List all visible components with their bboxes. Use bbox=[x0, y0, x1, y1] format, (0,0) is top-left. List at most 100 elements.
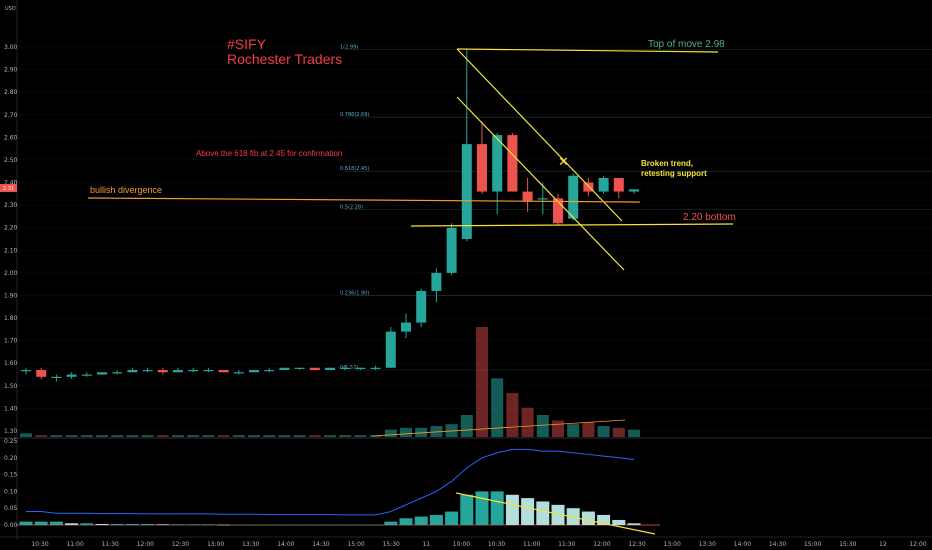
price-tick-label: 2.00 bbox=[4, 270, 18, 277]
time-tick-label: 15:30 bbox=[839, 541, 856, 548]
candle-body bbox=[583, 182, 594, 192]
osc-histogram-bar bbox=[125, 523, 139, 525]
price-tick-label: 1.30 bbox=[4, 428, 18, 435]
candle-body bbox=[401, 322, 411, 332]
volume-bar bbox=[278, 435, 291, 437]
candle-body bbox=[309, 367, 320, 371]
gridlines bbox=[17, 46, 932, 432]
osc-histogram-bar bbox=[384, 521, 398, 525]
candle-body bbox=[127, 370, 138, 373]
volume-bar bbox=[263, 435, 276, 437]
time-tick-label: 13:30 bbox=[699, 541, 716, 548]
retesting-support-label: retesting support bbox=[641, 169, 707, 178]
osc-histogram-bar bbox=[293, 524, 307, 526]
osc-histogram-bar bbox=[338, 524, 352, 526]
candle-body bbox=[203, 370, 214, 372]
osc-histogram-bar bbox=[369, 524, 383, 526]
osc-histogram-bar bbox=[414, 516, 428, 525]
candle-body bbox=[188, 370, 199, 372]
volume-bar bbox=[460, 415, 473, 437]
osc-histogram-bar bbox=[399, 518, 413, 525]
candle-body bbox=[173, 370, 183, 373]
osc-histogram-bar bbox=[247, 524, 261, 526]
candle-body bbox=[249, 370, 259, 373]
volume-bar bbox=[491, 378, 504, 437]
osc-histogram-bar bbox=[612, 519, 626, 525]
volume-bar bbox=[339, 435, 352, 437]
osc-histogram-bar bbox=[95, 523, 109, 525]
fib-level-label: 0.5(2.28) bbox=[340, 205, 363, 211]
candle-body bbox=[553, 198, 563, 224]
osc-tick-label: 0.05 bbox=[4, 505, 18, 512]
price-tick-label: 2.90 bbox=[4, 67, 18, 74]
candle-body bbox=[492, 135, 503, 192]
osc-histogram-bar bbox=[201, 524, 215, 525]
volume-bar bbox=[126, 435, 139, 437]
candle-body bbox=[51, 376, 62, 378]
candle-body bbox=[66, 374, 77, 377]
price-tick-label: 2.80 bbox=[4, 89, 18, 96]
time-tick-label: 14:00 bbox=[277, 541, 294, 548]
osc-tick-label: 0.10 bbox=[4, 488, 18, 495]
osc-histogram-bar bbox=[445, 511, 459, 525]
candle-body bbox=[446, 227, 457, 273]
osc-histogram-bar bbox=[505, 494, 519, 525]
volume-bar bbox=[552, 420, 564, 437]
volume-bar bbox=[430, 426, 443, 437]
volume-bar bbox=[156, 435, 169, 437]
volume-bar bbox=[141, 435, 154, 437]
time-tick-label: 12 bbox=[879, 541, 887, 548]
time-tick-label: 12:00 bbox=[137, 541, 154, 548]
price-tick-label: 2.20 bbox=[4, 225, 18, 232]
volume-bar bbox=[582, 422, 595, 437]
volume-bar bbox=[187, 435, 200, 437]
price-tick-label: 1.50 bbox=[4, 383, 18, 390]
bottom-label: 2.20 bottom bbox=[683, 212, 736, 223]
volume-bar bbox=[293, 435, 306, 437]
time-tick-label: 15:00 bbox=[347, 541, 364, 548]
top-of-move-line bbox=[456, 48, 719, 53]
volume-bar bbox=[65, 435, 78, 437]
volume-bar bbox=[111, 435, 124, 437]
osc-histogram-bar bbox=[536, 501, 550, 525]
candle-body bbox=[385, 331, 396, 368]
osc-histogram-bar bbox=[323, 524, 337, 526]
time-tick-label: 14:30 bbox=[769, 541, 786, 548]
candle-body bbox=[81, 374, 92, 376]
volume-bar bbox=[308, 435, 321, 437]
time-tick-label: 11:30 bbox=[102, 541, 119, 548]
osc-histogram-bar bbox=[141, 523, 155, 525]
candle-body bbox=[537, 198, 548, 200]
volume-bar bbox=[50, 435, 63, 437]
trend-drawings bbox=[87, 48, 734, 535]
osc-divergence-line bbox=[455, 492, 656, 535]
osc-histogram-bar bbox=[521, 498, 535, 525]
volume-bar bbox=[628, 429, 640, 437]
osc-histogram-bar bbox=[551, 504, 565, 525]
currency-label: USD bbox=[5, 6, 16, 12]
volume-bar bbox=[536, 415, 549, 437]
candle-body bbox=[461, 144, 472, 239]
volume-bar bbox=[217, 435, 230, 437]
bullish-divergence-line bbox=[87, 197, 641, 203]
candle-body bbox=[97, 372, 107, 375]
time-tick-label: 11:30 bbox=[558, 541, 575, 548]
candle-body bbox=[370, 367, 381, 369]
volume-bar bbox=[172, 435, 184, 437]
osc-histogram-bar bbox=[171, 524, 185, 525]
volume-bar bbox=[384, 429, 397, 437]
axis-ticks: 3.00 2.90 2.80 2.70 2.60 2.50 2.40 2.30 2.20 2.10… bbox=[4, 44, 927, 548]
time-tick-label: 10:30 bbox=[31, 541, 48, 548]
osc-histogram-bar bbox=[277, 524, 291, 526]
osc-histogram-bar bbox=[217, 524, 231, 526]
volume-bar bbox=[612, 427, 625, 437]
osc-histogram-bar bbox=[262, 524, 276, 526]
downtrend-line-lower bbox=[456, 96, 625, 271]
volume-bar bbox=[567, 424, 580, 437]
candle-body bbox=[218, 370, 229, 373]
osc-histogram-bar bbox=[156, 524, 170, 525]
osc-histogram-bar bbox=[49, 521, 63, 525]
candle-body bbox=[431, 272, 442, 291]
